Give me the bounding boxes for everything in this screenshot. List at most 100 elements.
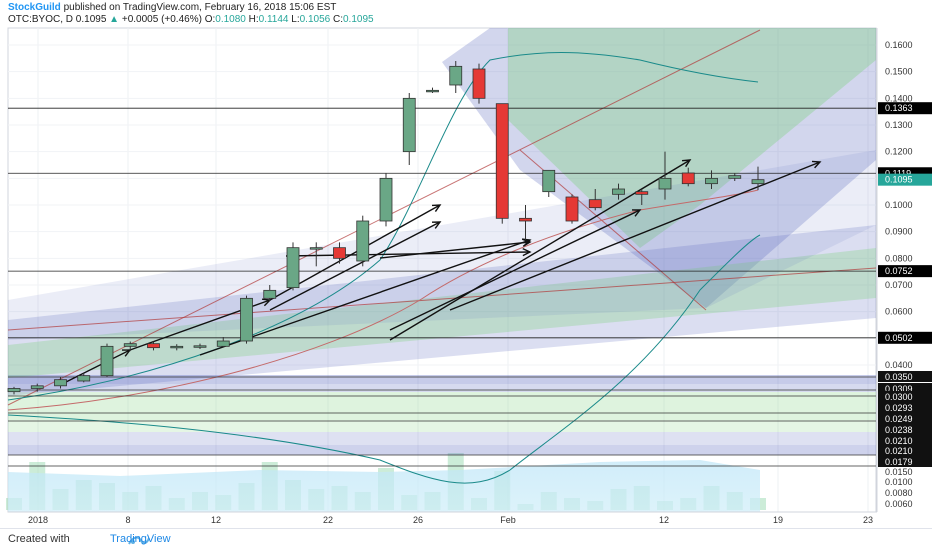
candle-up[interactable] xyxy=(402,97,416,153)
level-label: 0.0060 xyxy=(885,499,913,509)
level-label: 0.0350 xyxy=(885,372,913,382)
candle-up[interactable] xyxy=(426,89,439,93)
tradingview-brand[interactable]: TradingView xyxy=(110,533,171,545)
tradingview-logo-icon[interactable] xyxy=(84,532,194,548)
arrow-head-icon xyxy=(522,238,532,247)
candle-up[interactable] xyxy=(193,345,207,348)
price-tick-label: 0.1000 xyxy=(885,200,913,210)
level-highlight-box xyxy=(878,424,932,435)
level-highlight-box xyxy=(878,391,932,402)
price-tick-label: 0.1400 xyxy=(885,93,913,103)
level-highlight-box xyxy=(878,371,932,382)
price-highlight-box xyxy=(878,102,932,115)
candle-down[interactable] xyxy=(495,103,509,219)
price-change: +0.0005 (+0.46%) xyxy=(121,14,202,25)
level-highlight-box xyxy=(878,435,932,446)
candle-down[interactable] xyxy=(147,343,160,349)
candle-up[interactable] xyxy=(216,340,230,347)
time-tick-label: 12 xyxy=(211,515,221,525)
candle-up[interactable] xyxy=(170,345,184,349)
candle-up[interactable] xyxy=(77,375,91,382)
price-highlight-box xyxy=(878,173,932,186)
candle-up[interactable] xyxy=(309,247,323,250)
candle-up[interactable] xyxy=(705,177,718,185)
close-label: C: xyxy=(332,14,343,25)
support-band xyxy=(8,432,876,445)
price-chart[interactable]: 0.16000.15000.14000.13000.12000.11000.10… xyxy=(0,0,932,528)
arrow-head-icon xyxy=(631,209,642,217)
middle-band-curve xyxy=(7,189,759,411)
support-band xyxy=(8,384,876,392)
candle-up[interactable] xyxy=(449,65,463,86)
footer-bar: Created with TradingView xyxy=(0,528,932,551)
candle-up[interactable] xyxy=(751,179,765,185)
support-band xyxy=(8,405,876,420)
price-highlight-label: 0.1119 xyxy=(885,168,911,178)
support-band xyxy=(8,392,876,405)
close-value: 0.1095 xyxy=(342,14,374,25)
lower-channel-blue xyxy=(8,225,876,396)
last-price: 0.1095 xyxy=(75,14,107,25)
candle-up[interactable] xyxy=(240,297,253,342)
upper-channel-green xyxy=(508,28,876,248)
candle-up[interactable] xyxy=(286,247,300,289)
arrow-head-icon xyxy=(811,160,822,169)
price-highlight-label: 0.0502 xyxy=(885,333,913,343)
candle-down[interactable] xyxy=(635,191,649,195)
candle-down[interactable] xyxy=(565,196,579,222)
candle-up[interactable] xyxy=(100,345,114,377)
level-label: 0.0210 xyxy=(885,446,913,456)
candle-up[interactable] xyxy=(356,220,370,262)
candle-up[interactable] xyxy=(379,177,393,222)
level-label: 0.0179 xyxy=(885,457,913,467)
upper-channel-blue xyxy=(442,28,876,308)
price-tick-label: 0.1300 xyxy=(885,120,913,130)
candle-up[interactable] xyxy=(54,379,67,387)
up-arrow-icon: ▲ xyxy=(109,14,120,25)
candle-down[interactable] xyxy=(472,68,486,99)
level-label: 0.0150 xyxy=(885,467,913,477)
price-tick-label: 0.0900 xyxy=(885,227,913,237)
candle-up[interactable] xyxy=(542,169,556,193)
level-highlight-box xyxy=(878,383,932,394)
candle-up[interactable] xyxy=(612,188,625,195)
level-label: 0.0300 xyxy=(885,392,913,402)
candle-up[interactable] xyxy=(30,385,44,389)
level-highlight-box xyxy=(878,456,932,467)
symbol-label: OTC:BYOC, D xyxy=(8,14,74,25)
time-tick-label: 19 xyxy=(773,515,783,525)
candle-up[interactable] xyxy=(728,175,742,179)
candle-down[interactable] xyxy=(519,217,532,222)
level-label: 0.0293 xyxy=(885,403,913,413)
ohlc-line: OTC:BYOC, D 0.1095 ▲ +0.0005 (+0.46%) O:… xyxy=(8,14,888,26)
price-tick-label: 0.1200 xyxy=(885,147,913,157)
candle-up[interactable] xyxy=(123,343,137,347)
candle-down[interactable] xyxy=(588,199,602,209)
publisher-name[interactable]: StockGuild xyxy=(8,2,61,13)
time-tick-label: 22 xyxy=(323,515,333,525)
time-tick-label: 23 xyxy=(863,515,873,525)
price-highlight-box xyxy=(878,331,932,344)
support-band xyxy=(8,375,876,384)
open-label: O: xyxy=(204,14,216,25)
level-highlight-box xyxy=(878,402,932,413)
price-highlight-label: 0.1095 xyxy=(885,175,913,185)
mid-channel-blue xyxy=(8,150,876,340)
price-tick-label: 0.0600 xyxy=(885,307,913,317)
high-value: 0.1144 xyxy=(258,14,289,25)
price-tick-label: 0.0700 xyxy=(885,280,913,290)
candle-down[interactable] xyxy=(333,247,346,259)
candle-down[interactable] xyxy=(681,172,695,185)
candle-up[interactable] xyxy=(7,388,21,393)
candle-up[interactable] xyxy=(263,289,277,299)
volume-area xyxy=(8,460,760,512)
open-value: 0.1080 xyxy=(215,14,246,25)
price-tick-label: 0.0400 xyxy=(885,360,913,370)
support-band xyxy=(8,420,876,432)
publish-line: StockGuild published on TradingView.com,… xyxy=(8,2,888,14)
level-label: 0.0309 xyxy=(885,384,913,394)
time-tick-label: Feb xyxy=(500,515,516,525)
projection-arrow xyxy=(389,209,641,331)
candle-up[interactable] xyxy=(658,177,672,190)
support-band xyxy=(8,445,876,455)
